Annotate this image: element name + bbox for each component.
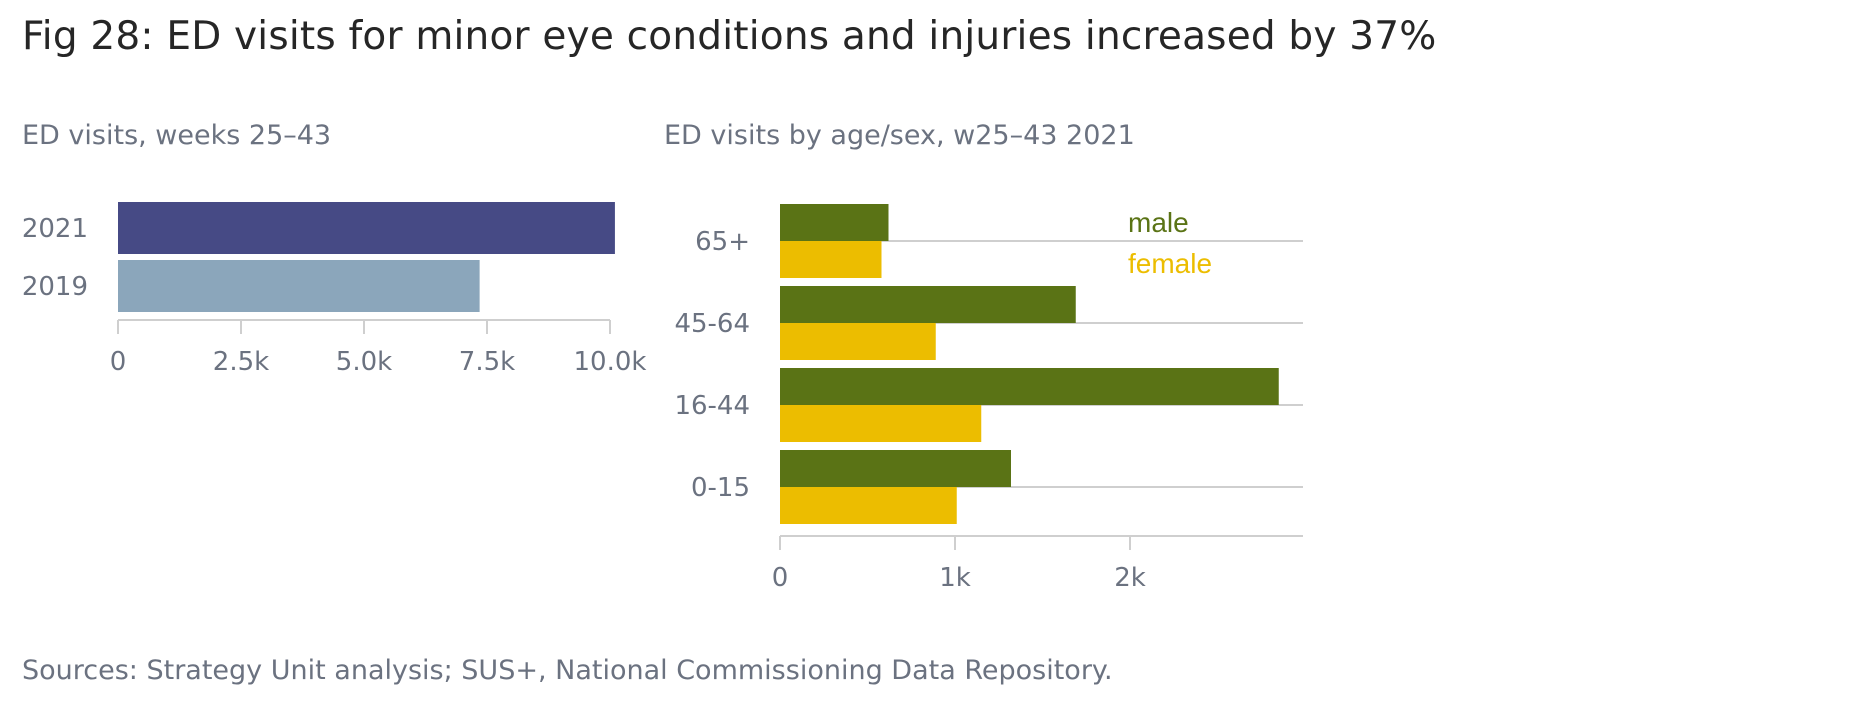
x-tick-label-4: 10.0k: [574, 347, 647, 377]
x-tick-label-2: 5.0k: [336, 347, 392, 377]
category-label-2021: 2021: [22, 214, 88, 244]
legend-male: male: [1128, 207, 1189, 238]
right-chart-subtitle: ED visits by age/sex, w25–43 2021: [664, 120, 1135, 151]
bar-male-16-44: [780, 368, 1279, 405]
x-tick-label-0: 0: [772, 563, 789, 593]
category-label-16-44: 16-44: [674, 391, 750, 421]
x-tick-label-3: 7.5k: [459, 347, 515, 377]
category-label-45-64: 45-64: [674, 309, 750, 339]
chart-title: Fig 28: ED visits for minor eye conditio…: [22, 14, 1437, 59]
bar-2021: [118, 202, 615, 254]
year-comparison-chart: 2021 2019 0 2.5k 5.0k 7.5k 10.0k: [22, 202, 647, 377]
category-label-2019: 2019: [22, 272, 88, 302]
category-label-65+: 65+: [695, 227, 750, 257]
x-tick-label-0: 0: [110, 347, 127, 377]
x-tick-label-2: 2k: [1114, 563, 1146, 593]
legend-female: female: [1128, 248, 1212, 279]
source-note: Sources: Strategy Unit analysis; SUS+, N…: [22, 655, 1113, 686]
x-tick-label-1: 1k: [939, 563, 971, 593]
age-sex-chart: 65+ 45-64 16-44 0-15 0 1k 2k male female: [674, 204, 1303, 593]
x-tick-label-1: 2.5k: [213, 347, 269, 377]
bar-female-0-15: [780, 487, 957, 524]
bar-male-0-15: [780, 450, 1011, 487]
bar-female-45-64: [780, 323, 936, 360]
category-label-0-15: 0-15: [691, 473, 750, 503]
bar-male-45-64: [780, 286, 1076, 323]
bar-female-16-44: [780, 405, 982, 442]
left-chart-subtitle: ED visits, weeks 25–43: [22, 120, 332, 151]
bar-female-65+: [780, 241, 882, 278]
bar-2019: [118, 260, 480, 312]
bar-male-65+: [780, 204, 889, 241]
